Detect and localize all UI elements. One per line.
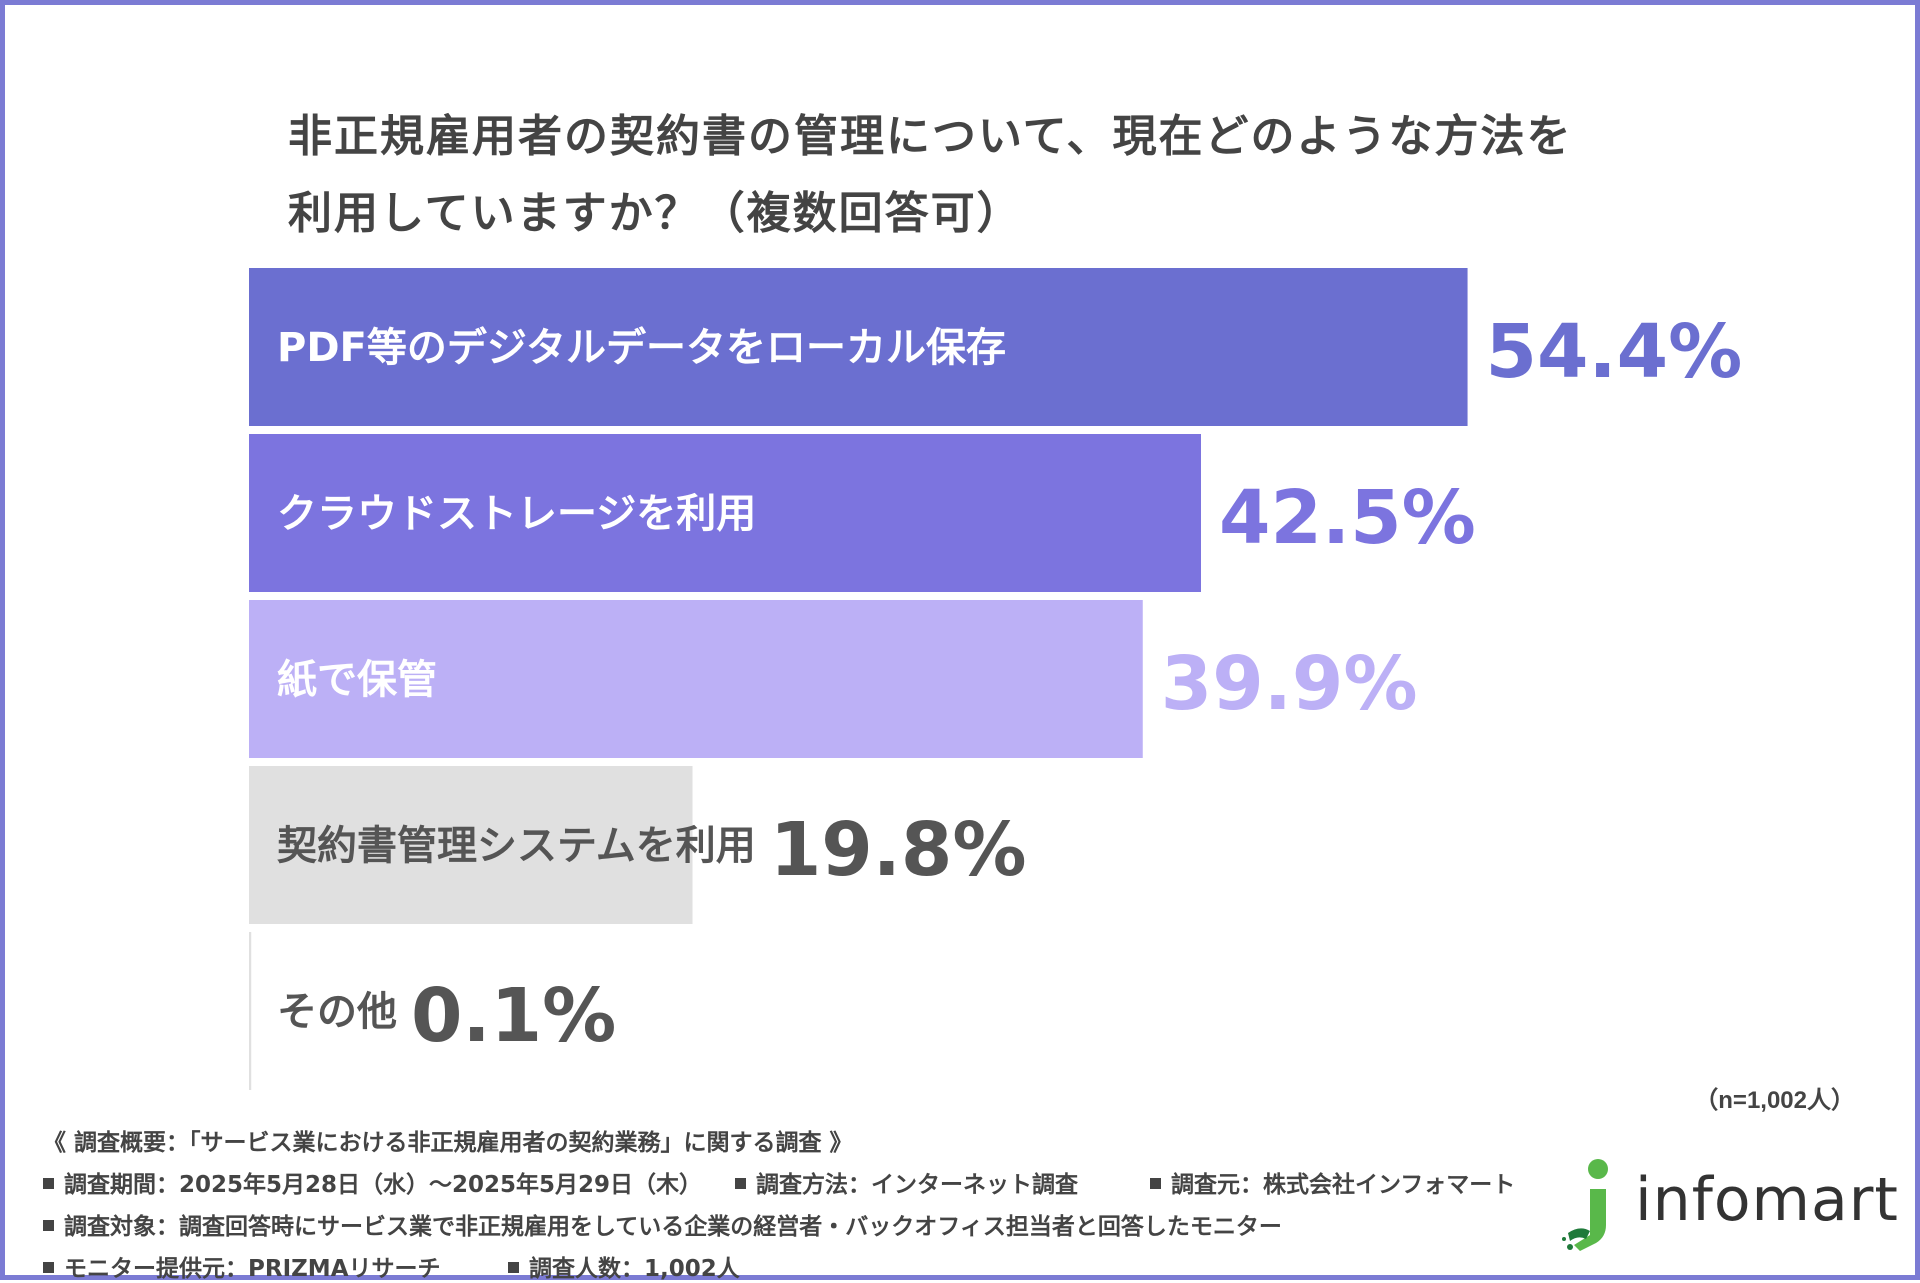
sample-size-note: （n=1,002人） bbox=[1694, 1087, 1855, 1114]
survey-method: 調査方法：インターネット調査 bbox=[735, 1165, 1150, 1199]
bar-label-1: クラウドストレージを利用 bbox=[277, 491, 756, 537]
survey-source: 調査元：株式会社インフォマート bbox=[1150, 1165, 1515, 1199]
bullet-icon bbox=[508, 1262, 519, 1273]
survey-footer-row-1: 調査期間：2025年5月28日（水）〜2025年5月29日（木） 調査方法：インタ… bbox=[43, 1165, 1515, 1199]
bar-label-4: その他 bbox=[277, 989, 397, 1035]
survey-method-text: 調査方法：インターネット調査 bbox=[756, 1172, 1078, 1198]
bar-value-1: 42.5% bbox=[1219, 475, 1476, 561]
bar-0 bbox=[249, 268, 1468, 426]
survey-period: 調査期間：2025年5月28日（水）〜2025年5月29日（木） bbox=[43, 1165, 735, 1199]
bullet-icon bbox=[1150, 1178, 1161, 1189]
survey-count: 調査人数：1,002人 bbox=[508, 1249, 740, 1283]
bar-4 bbox=[249, 932, 252, 1090]
bar-chart: PDF等のデジタルデータをローカル保存 54.4% クラウドストレージを利用 42.5… bbox=[249, 268, 1743, 1090]
survey-source-text: 調査元：株式会社インフォマート bbox=[1171, 1172, 1516, 1198]
survey-period-text: 調査期間：2025年5月28日（水）〜2025年5月29日（木） bbox=[64, 1172, 703, 1198]
bar-value-0: 54.4% bbox=[1486, 309, 1743, 395]
survey-provider-text: モニター提供元：PRIZMAリサーチ bbox=[64, 1256, 441, 1282]
survey-provider: モニター提供元：PRIZMAリサーチ bbox=[43, 1249, 508, 1283]
bullet-icon bbox=[43, 1220, 54, 1231]
survey-count-text: 調査人数：1,002人 bbox=[529, 1256, 740, 1282]
bar-1 bbox=[249, 434, 1201, 592]
chart-title-line-2: 利用していますか？（複数回答可） bbox=[288, 188, 1023, 239]
bar-2 bbox=[249, 600, 1143, 758]
bar-3 bbox=[249, 766, 693, 924]
bar-value-3: 19.8% bbox=[770, 807, 1027, 893]
survey-target: 調査対象：調査回答時にサービス業で非正規雇用をしている企業の経営者・バックオフィ… bbox=[43, 1207, 1282, 1241]
bar-value-2: 39.9% bbox=[1161, 641, 1418, 727]
survey-summary: 《 調査概要：「サービス業における非正規雇用者の契約業務」に関する調査 》 bbox=[43, 1130, 853, 1156]
survey-footer-row-3: モニター提供元：PRIZMAリサーチ 調査人数：1,002人 bbox=[43, 1249, 740, 1283]
infomart-logo: infomart bbox=[1560, 1155, 1898, 1255]
bar-label-2: 紙で保管 bbox=[277, 657, 437, 703]
bar-value-4: 0.1% bbox=[411, 973, 616, 1059]
survey-target-text: 調査対象：調査回答時にサービス業で非正規雇用をしている企業の経営者・バックオフィ… bbox=[64, 1214, 1282, 1240]
bullet-icon bbox=[43, 1178, 54, 1189]
infomart-person-icon bbox=[1562, 1159, 1608, 1251]
logo-wordmark: infomart bbox=[1635, 1165, 1899, 1235]
bar-label-3: 契約書管理システムを利用 bbox=[277, 823, 756, 869]
chart-title-line-1: 非正規雇用者の契約書の管理について、現在どのような方法を bbox=[288, 111, 1573, 162]
bar-label-0: PDF等のデジタルデータをローカル保存 bbox=[277, 325, 1006, 371]
bullet-icon bbox=[735, 1178, 746, 1189]
bullet-icon bbox=[43, 1262, 54, 1273]
